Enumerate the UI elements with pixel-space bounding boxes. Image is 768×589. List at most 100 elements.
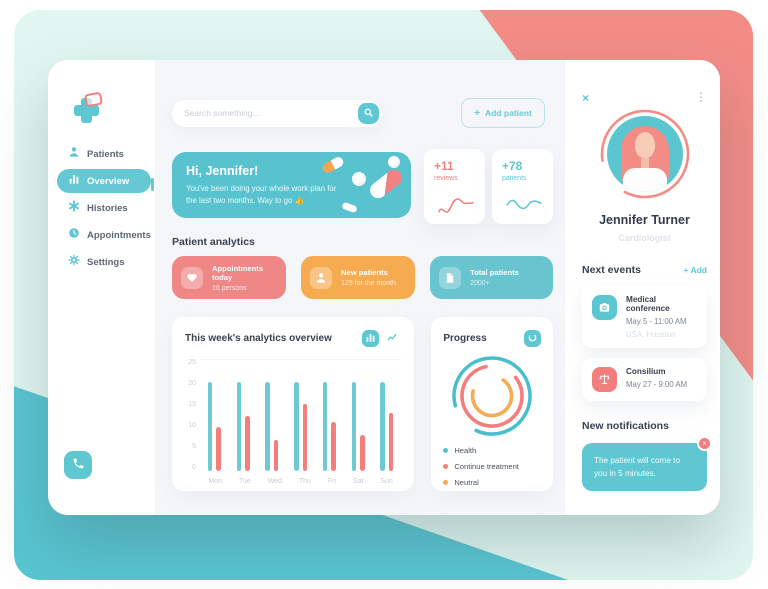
progress-header: Progress [443,330,541,347]
analytics-card-subtitle: 125 for the month [341,280,396,287]
sparkline [438,198,474,213]
event-location: USA, Houston [626,330,676,339]
event-title: Consilium [626,367,666,376]
y-tick: 0 [192,464,196,471]
analytics-card-title: New patients [341,268,388,277]
main-content: + Add patient Hi, Jennifer! You've been … [155,60,565,515]
progress-card: Progress Health Continue treatment Neutr… [431,317,553,491]
x-tick: Fri [327,478,337,485]
bar-group-sat [351,360,365,471]
profile-role: Cardiologist [618,233,671,243]
x-tick: Tue [238,478,251,485]
sidebar-item-settings[interactable]: Settings [57,250,151,274]
bar-actual [273,439,279,471]
notification-card: The patient will come to you in 5 minute… [582,436,712,492]
bar-group-wed [265,360,279,471]
x-tick: Sat [352,478,364,485]
line-chart-toggle-button[interactable] [384,330,401,347]
app-logo [71,91,103,125]
charts-row: This week's analytics overview 25 20 15 10 5… [172,317,553,491]
progress-donut-chart [452,356,532,436]
active-nav-indicator [151,178,154,191]
x-tick: Wed [267,478,282,485]
legend-item: Continue treatment [443,462,541,471]
analytics-card-title: Total patients [470,268,519,277]
event-title: Medical conference [626,295,670,313]
bar-plan [351,382,357,471]
kebab-menu-icon[interactable]: ⋮ [695,90,707,104]
x-tick: Mon [208,478,223,485]
sidebar-item-overview[interactable]: Overview [57,169,151,193]
phone-button[interactable] [64,451,92,479]
stat-card: +11 reviews [424,149,485,224]
camera-icon [592,295,617,320]
avatar-ring [600,109,689,199]
bar-plan [294,382,299,471]
weekly-analytics-card: This week's analytics overview 25 20 15 10 5… [172,317,415,491]
search-button[interactable] [358,102,379,124]
logo-firstaid-icon [84,91,103,108]
add-patient-button[interactable]: + Add patient [461,98,545,128]
close-icon[interactable]: × [582,91,590,105]
line-chart-icon [387,331,398,346]
search-input[interactable] [184,108,358,118]
add-event-button[interactable]: + Add [683,265,707,275]
event-card[interactable]: Medical conference May 5 - 11:00 AM USA,… [582,286,707,348]
analytics-card[interactable]: Appointments today 16 persons [172,256,287,299]
chart-title: This week's analytics overview [185,333,332,344]
analytics-card-title: Appointments today [212,263,264,282]
bar-chart-toggle-button[interactable] [362,330,380,347]
star-icon [68,199,80,217]
progress-title: Progress [443,333,487,344]
profile-name: Jennifer Turner [599,213,690,227]
bar-actual [388,413,394,471]
sidebar-item-patients[interactable]: Patients [57,142,151,166]
chart-header: This week's analytics overview [185,330,401,347]
bar-plan [380,382,385,471]
bar-chart-icon [365,331,376,346]
search-bar [172,99,382,127]
analytics-card[interactable]: New patients 125 for the month [301,256,416,299]
dismiss-notification-button[interactable]: × [697,436,712,451]
stat-label: reviews [434,175,458,182]
capsule-illustration [341,201,358,214]
event-time: May 27 - 9:00 AM [626,380,688,389]
dashboard-window: Patients Overview Histories Appointments… [48,60,720,515]
scales-icon [592,367,617,392]
bar-group-thu [294,360,308,471]
y-tick: 10 [188,422,196,429]
analytics-cards: Appointments today 16 persons New patien… [172,256,553,299]
bar-plan [322,382,328,471]
bar-group-mon [207,360,221,471]
search-icon [363,106,374,121]
tablet-illustration [352,172,366,186]
next-events-header: Next events + Add [582,264,707,276]
hero-row: Hi, Jennifer! You've been doing your who… [172,149,553,224]
bar-group-sun [380,360,394,471]
analytics-card[interactable]: Total patients 2000+ [430,256,553,299]
donut-chart-button[interactable] [524,330,541,347]
bar-actual [302,404,308,471]
legend-label: Neutral [454,478,479,487]
avatar-illustration [606,116,683,192]
notifications-heading: New notifications [582,420,669,432]
plus-icon: + [474,107,481,119]
bar-plan [265,382,270,471]
y-tick: 20 [188,380,196,387]
analytics-card-subtitle: 2000+ [470,280,490,287]
event-card[interactable]: Consilium May 27 - 9:00 AM [582,358,707,401]
sidebar-nav: Patients Overview Histories Appointments… [48,142,155,274]
patient-analytics-heading: Patient analytics [172,236,255,248]
bar-actual [216,426,221,471]
sparkline [506,199,542,210]
bar-group-fri [322,360,336,471]
ring-icon [527,331,538,346]
stat-card: +78 patients [492,149,553,224]
y-tick: 5 [192,443,196,450]
gear-icon [68,253,80,271]
x-axis: Mon Tue Wed Thu Fri Sat Sun [200,478,401,485]
sidebar-item-appointments[interactable]: Appointments [57,223,151,247]
events-list: Medical conference May 5 - 11:00 AM USA,… [582,286,707,401]
avatar [599,108,691,200]
sidebar-item-histories[interactable]: Histories [57,196,151,220]
